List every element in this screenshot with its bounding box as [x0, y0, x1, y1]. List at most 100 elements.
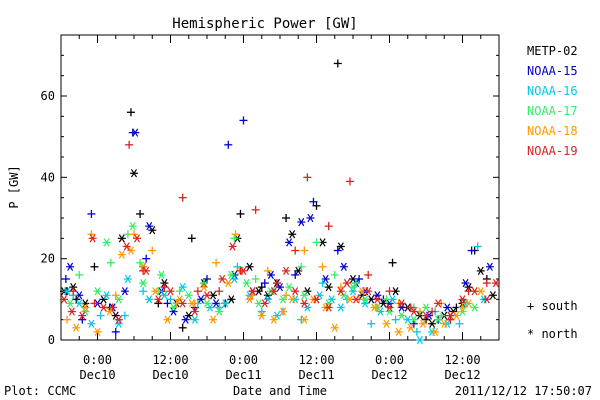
point-south — [126, 108, 135, 117]
point-south — [139, 287, 148, 296]
point-north — [131, 128, 140, 137]
point-north — [166, 287, 175, 296]
point-south — [385, 287, 394, 296]
legend-entry: NOAA-17 — [527, 104, 578, 118]
point-north — [145, 222, 154, 231]
point-south — [406, 303, 415, 312]
point-south — [90, 299, 99, 308]
x-tick-date-label: Dec11 — [225, 368, 261, 382]
point-south — [364, 270, 373, 279]
point-north — [133, 234, 142, 243]
point-south — [291, 270, 300, 279]
y-tick-label: 40 — [41, 170, 55, 184]
point-north — [67, 307, 76, 316]
point-south — [163, 299, 172, 308]
point-south — [63, 315, 72, 324]
point-north — [190, 307, 199, 316]
point-south — [409, 319, 418, 328]
point-north — [336, 287, 345, 296]
point-north — [373, 295, 382, 304]
point-north — [434, 299, 443, 308]
point-south — [412, 327, 421, 336]
point-north — [342, 278, 351, 288]
x-tick-date-label: Dec12 — [371, 368, 407, 382]
point-south — [69, 287, 78, 296]
point-north — [370, 303, 379, 312]
point-south — [272, 279, 281, 288]
point-south — [236, 209, 245, 218]
x-tick-date-label: Dec10 — [79, 368, 115, 382]
point-north — [212, 299, 221, 308]
point-north — [169, 303, 178, 312]
point-north — [72, 323, 81, 332]
point-north — [300, 315, 309, 324]
point-north — [443, 303, 452, 312]
point-north — [224, 278, 233, 288]
point-south — [352, 279, 361, 288]
point-south — [215, 287, 224, 296]
point-north — [418, 319, 427, 328]
point-north — [248, 287, 257, 296]
point-north — [385, 303, 394, 312]
point-north — [203, 291, 211, 300]
point-north — [352, 295, 361, 304]
point-south — [422, 315, 430, 324]
point-north — [242, 278, 251, 288]
x-axis: 0:00Dec1012:00Dec100:00Dec1112:00Dec110:… — [60, 35, 500, 382]
point-north — [285, 238, 294, 247]
footer-timestamp: 2011/12/12 17:50:07 — [455, 384, 592, 398]
point-north — [300, 291, 309, 300]
point-south — [455, 319, 464, 328]
x-tick-date-label: Dec10 — [152, 368, 188, 382]
point-north — [269, 287, 278, 296]
point-south — [96, 311, 105, 320]
point-north — [228, 242, 237, 251]
point-north — [339, 262, 348, 271]
y-tick-label: 20 — [41, 252, 55, 266]
x-tick-date-label: Dec12 — [444, 368, 480, 382]
point-north — [306, 213, 315, 223]
point-north — [336, 303, 345, 312]
point-north — [406, 323, 415, 332]
point-north — [102, 291, 111, 300]
point-south — [355, 275, 364, 283]
point-north — [184, 291, 193, 300]
point-north — [117, 234, 126, 243]
point-south — [251, 205, 260, 214]
point-north — [60, 295, 69, 304]
point-north — [105, 307, 114, 316]
point-south — [318, 279, 327, 288]
chart-title: Hemispheric Power [GW] — [172, 16, 357, 32]
point-south — [336, 283, 345, 292]
point-north — [139, 278, 148, 288]
point-north — [482, 295, 491, 304]
point-south — [231, 230, 240, 239]
point-north — [66, 299, 75, 308]
point-south — [120, 311, 129, 320]
point-north — [321, 274, 330, 284]
point-south — [72, 295, 81, 304]
point-south — [312, 238, 321, 247]
point-north — [154, 295, 163, 304]
x-tick-time-label: 0:00 — [229, 353, 258, 367]
point-south — [333, 246, 342, 255]
point-north — [434, 315, 443, 324]
point-north — [245, 262, 254, 271]
point-north — [330, 323, 339, 332]
point-north — [440, 319, 449, 328]
point-south — [251, 275, 260, 283]
point-south — [215, 303, 224, 312]
point-north — [218, 274, 227, 284]
point-north — [93, 287, 102, 296]
point-north — [157, 270, 166, 280]
x-tick-time-label: 12:00 — [298, 353, 334, 367]
point-south — [345, 177, 354, 186]
point-south — [212, 258, 221, 267]
point-north — [196, 295, 205, 304]
point-north — [260, 299, 269, 308]
point-north — [123, 274, 132, 284]
data-points — [60, 59, 500, 345]
point-north — [75, 299, 84, 308]
x-tick-date-label: Dec11 — [298, 368, 334, 382]
point-north — [394, 327, 403, 336]
